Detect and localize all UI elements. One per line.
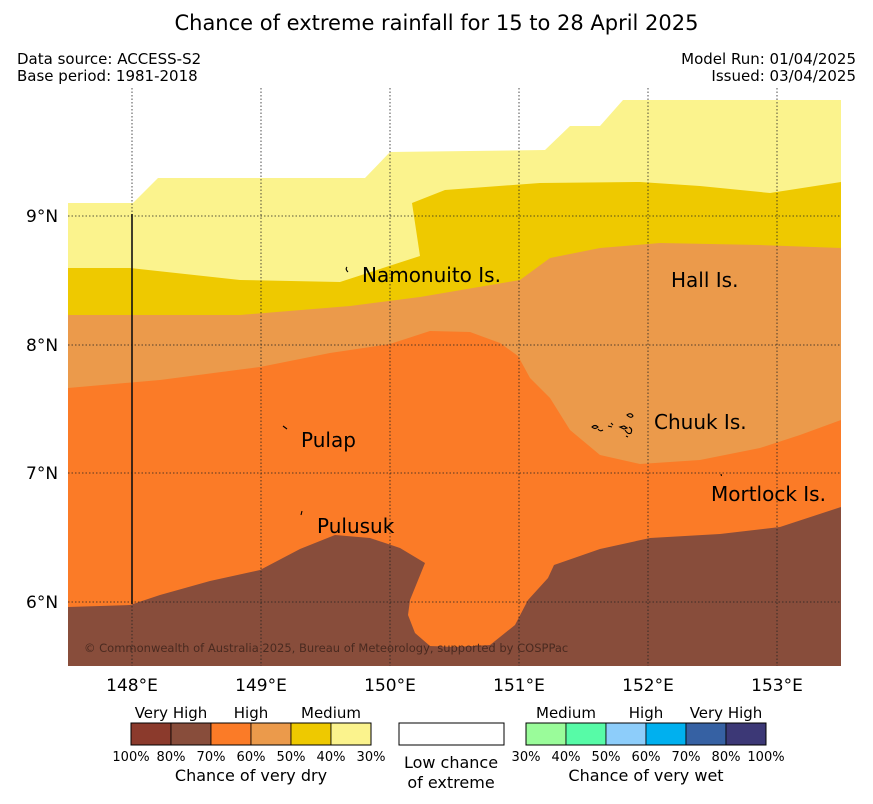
legend-wet-swatch [645, 722, 687, 746]
legend-dry-tick: 30% [357, 750, 386, 765]
label-chuuk: Chuuk Is. [654, 410, 747, 434]
chart-title: Chance of extreme rainfall for 15 to 28 … [174, 11, 699, 35]
legend-dry-swatch [290, 722, 332, 746]
legend-wet-tick: 50% [592, 750, 621, 765]
legend-dry-tick: 80% [157, 750, 186, 765]
label-namonuito: Namonuito Is. [362, 263, 501, 287]
base-period: Base period: 1981-2018 [17, 67, 198, 85]
lon-axis: 148°E 149°E 150°E 151°E 152°E 153°E [106, 676, 803, 696]
legend-wet-tick: 30% [512, 750, 541, 765]
legend-wet-category: Very High [690, 704, 763, 722]
lat-tick: 7°N [26, 464, 58, 484]
low-chance-label-1: Low chance [404, 753, 498, 772]
legend-dry-tick: 60% [237, 750, 266, 765]
legend-dry-swatch [170, 722, 212, 746]
legend-wet-swatch [725, 722, 767, 746]
pulusuk-island-shape [300, 510, 303, 516]
legend-dry-tick: 100% [112, 750, 149, 765]
lon-tick: 152°E [622, 676, 674, 696]
lon-tick: 150°E [364, 676, 416, 696]
legend-dry-category: Medium [301, 704, 361, 722]
legend-wet: Medium High Very High 30% 40% 50% 60% 70… [512, 704, 785, 785]
legend-dry-tick: 70% [197, 750, 226, 765]
legend-dry-category: Very High [135, 704, 208, 722]
namonuito-island-shape [345, 266, 349, 273]
copyright-notice: © Commonwealth of Australia 2025, Bureau… [84, 641, 568, 655]
label-pulusuk: Pulusuk [317, 514, 395, 538]
legend-dry-swatch [250, 722, 292, 746]
legend-wet-swatch [565, 722, 607, 746]
legend-low-chance: Low chance of extreme [398, 722, 505, 792]
lat-tick: 8°N [26, 336, 58, 356]
legend-wet-tick: 80% [712, 750, 741, 765]
legend-dry-swatch [210, 722, 252, 746]
legend-wet-swatch [605, 722, 647, 746]
legend-dry-swatch [130, 722, 172, 746]
label-mortlock: Mortlock Is. [711, 482, 826, 506]
low-chance-swatch [398, 722, 505, 746]
legend-wet-tick: 100% [747, 750, 784, 765]
lat-axis: 9°N 8°N 7°N 6°N [26, 207, 58, 613]
lon-tick: 148°E [106, 676, 158, 696]
legend-wet-category: Medium [536, 704, 596, 722]
legend-wet-swatch [525, 722, 567, 746]
label-hall: Hall Is. [671, 268, 738, 292]
legend-dry-tick: 40% [317, 750, 346, 765]
mortlock-island-shape [720, 473, 723, 477]
lon-tick: 151°E [493, 676, 545, 696]
map-area: Namonuito Is. Hall Is. Chuuk Is. Pulap M… [68, 88, 841, 666]
legend-wet-tick: 70% [672, 750, 701, 765]
label-pulap: Pulap [301, 428, 356, 452]
legend-dry-swatch [330, 722, 372, 746]
place-labels: Namonuito Is. Hall Is. Chuuk Is. Pulap M… [301, 263, 826, 538]
lon-tick: 153°E [751, 676, 803, 696]
legend-wet-tick: 40% [552, 750, 581, 765]
lat-tick: 9°N [26, 207, 58, 227]
legend-wet-tick: 60% [632, 750, 661, 765]
pulap-island-shape [282, 425, 288, 430]
gridlines [68, 88, 841, 666]
legend-wet-swatch [685, 722, 727, 746]
legend-dry-tick: 50% [277, 750, 306, 765]
legend-wet-category: High [629, 704, 663, 722]
chuuk-island-shape [591, 413, 634, 438]
model-run: Model Run: 01/04/2025 [681, 50, 856, 68]
lon-tick: 149°E [235, 676, 287, 696]
data-source: Data source: ACCESS-S2 [17, 50, 202, 68]
legend-dry-title: Chance of very dry [175, 766, 327, 785]
lat-tick: 6°N [26, 593, 58, 613]
legend-dry: Very High High Medium 100% 80% 70% 60% 5… [112, 704, 385, 785]
legend-dry-category: High [234, 704, 268, 722]
low-chance-label-2: of extreme [407, 773, 494, 792]
issued-date: Issued: 03/04/2025 [711, 67, 856, 85]
island-shapes [282, 266, 723, 516]
legend-wet-title: Chance of very wet [568, 766, 723, 785]
